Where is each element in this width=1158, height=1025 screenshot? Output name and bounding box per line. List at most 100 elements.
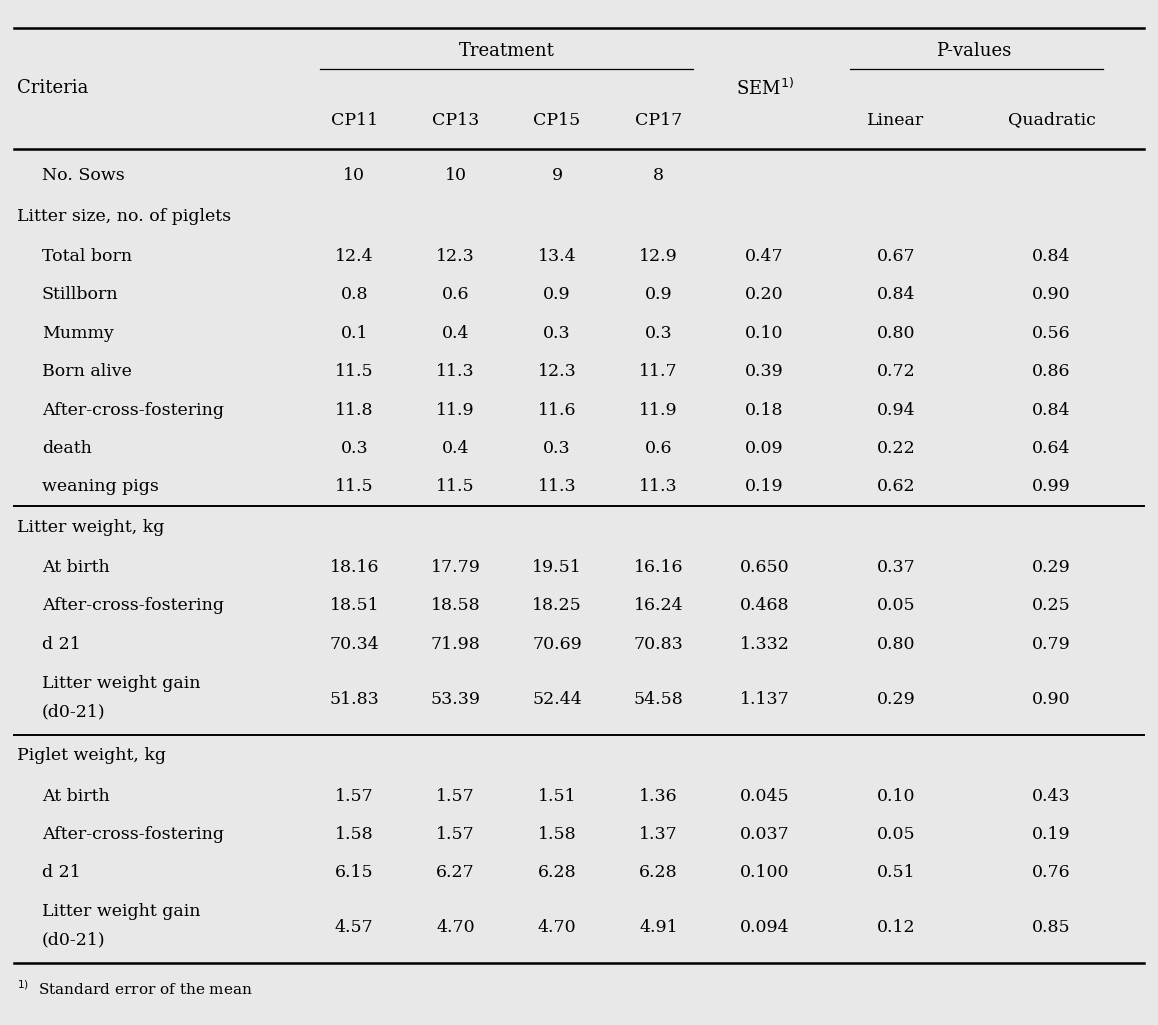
Text: 71.98: 71.98 (431, 636, 481, 653)
Text: 10: 10 (445, 167, 467, 184)
Text: 0.29: 0.29 (877, 691, 915, 707)
Text: SEM$^{1)}$: SEM$^{1)}$ (735, 78, 793, 99)
Text: 0.76: 0.76 (1032, 864, 1071, 882)
Text: 0.045: 0.045 (740, 787, 790, 805)
Text: 0.72: 0.72 (877, 363, 915, 380)
Text: Stillborn: Stillborn (42, 286, 118, 303)
Text: 18.16: 18.16 (330, 559, 379, 576)
Text: 18.25: 18.25 (533, 598, 582, 614)
Text: 0.05: 0.05 (877, 598, 915, 614)
Text: 11.6: 11.6 (537, 402, 577, 418)
Text: death: death (42, 440, 91, 457)
Text: 0.90: 0.90 (1032, 286, 1071, 303)
Text: 6.15: 6.15 (335, 864, 374, 882)
Text: 0.100: 0.100 (740, 864, 790, 882)
Text: 54.58: 54.58 (633, 691, 683, 707)
Text: 11.8: 11.8 (335, 402, 374, 418)
Text: 0.29: 0.29 (1032, 559, 1071, 576)
Text: d 21: d 21 (42, 864, 81, 882)
Text: 52.44: 52.44 (533, 691, 582, 707)
Text: 0.037: 0.037 (740, 826, 790, 843)
Text: 6.28: 6.28 (537, 864, 577, 882)
Text: 0.51: 0.51 (877, 864, 915, 882)
Text: 0.20: 0.20 (746, 286, 784, 303)
Text: 0.80: 0.80 (877, 325, 915, 342)
Text: 13.4: 13.4 (537, 248, 577, 265)
Text: 0.84: 0.84 (1032, 402, 1071, 418)
Text: 0.22: 0.22 (877, 440, 915, 457)
Text: 51.83: 51.83 (329, 691, 379, 707)
Text: Piglet weight, kg: Piglet weight, kg (16, 747, 166, 765)
Text: 0.12: 0.12 (877, 919, 915, 936)
Text: 4.70: 4.70 (437, 919, 475, 936)
Text: 0.19: 0.19 (1032, 826, 1071, 843)
Text: $^{1)}$  Standard error of the mean: $^{1)}$ Standard error of the mean (16, 979, 252, 998)
Text: 0.3: 0.3 (543, 440, 571, 457)
Text: 0.1: 0.1 (340, 325, 368, 342)
Text: 9: 9 (551, 167, 563, 184)
Text: 0.6: 0.6 (442, 286, 469, 303)
Text: 1.58: 1.58 (537, 826, 577, 843)
Text: 16.16: 16.16 (633, 559, 683, 576)
Text: 0.56: 0.56 (1032, 325, 1071, 342)
Text: 11.5: 11.5 (437, 479, 475, 495)
Text: 0.9: 0.9 (543, 286, 571, 303)
Text: 1.36: 1.36 (639, 787, 677, 805)
Text: 16.24: 16.24 (633, 598, 683, 614)
Text: 0.94: 0.94 (877, 402, 915, 418)
Text: 10: 10 (343, 167, 365, 184)
Text: 70.34: 70.34 (329, 636, 379, 653)
Text: After-cross-fostering: After-cross-fostering (42, 826, 223, 843)
Text: 11.7: 11.7 (639, 363, 677, 380)
Text: Litter weight gain: Litter weight gain (42, 675, 200, 692)
Text: 4.70: 4.70 (537, 919, 577, 936)
Text: Born alive: Born alive (42, 363, 132, 380)
Text: 0.84: 0.84 (1032, 248, 1071, 265)
Text: 0.99: 0.99 (1032, 479, 1071, 495)
Text: Litter size, no. of piglets: Litter size, no. of piglets (16, 208, 230, 224)
Text: 0.18: 0.18 (746, 402, 784, 418)
Text: 0.3: 0.3 (543, 325, 571, 342)
Text: At birth: At birth (42, 559, 110, 576)
Text: 11.3: 11.3 (639, 479, 677, 495)
Text: 11.3: 11.3 (537, 479, 577, 495)
Text: Litter weight gain: Litter weight gain (42, 903, 200, 920)
Text: Mummy: Mummy (42, 325, 113, 342)
Text: 1.57: 1.57 (437, 826, 475, 843)
Text: 8: 8 (653, 167, 664, 184)
Text: Litter weight, kg: Litter weight, kg (16, 519, 164, 536)
Text: 11.9: 11.9 (437, 402, 475, 418)
Text: At birth: At birth (42, 787, 110, 805)
Text: 0.25: 0.25 (1032, 598, 1071, 614)
Text: 0.84: 0.84 (877, 286, 915, 303)
Text: 19.51: 19.51 (533, 559, 582, 576)
Text: 6.27: 6.27 (437, 864, 475, 882)
Text: 0.09: 0.09 (746, 440, 784, 457)
Text: 53.39: 53.39 (431, 691, 481, 707)
Text: No. Sows: No. Sows (42, 167, 125, 184)
Text: Criteria: Criteria (16, 79, 88, 97)
Text: 1.137: 1.137 (740, 691, 790, 707)
Text: 0.64: 0.64 (1032, 440, 1071, 457)
Text: 0.79: 0.79 (1032, 636, 1071, 653)
Text: (d0-21): (d0-21) (42, 932, 105, 949)
Text: CP17: CP17 (635, 112, 682, 128)
Text: 0.85: 0.85 (1032, 919, 1071, 936)
Text: 1.58: 1.58 (335, 826, 374, 843)
Text: CP15: CP15 (534, 112, 580, 128)
Text: 12.4: 12.4 (335, 248, 374, 265)
Text: 6.28: 6.28 (639, 864, 677, 882)
Text: 70.83: 70.83 (633, 636, 683, 653)
Text: 0.67: 0.67 (877, 248, 915, 265)
Text: 0.8: 0.8 (340, 286, 368, 303)
Text: 1.37: 1.37 (639, 826, 677, 843)
Text: 11.3: 11.3 (437, 363, 475, 380)
Text: 0.468: 0.468 (740, 598, 790, 614)
Text: 11.5: 11.5 (335, 479, 374, 495)
Text: 17.79: 17.79 (431, 559, 481, 576)
Text: d 21: d 21 (42, 636, 81, 653)
Text: weaning pigs: weaning pigs (42, 479, 159, 495)
Text: After-cross-fostering: After-cross-fostering (42, 402, 223, 418)
Text: Quadratic: Quadratic (1007, 112, 1095, 128)
Text: 11.5: 11.5 (335, 363, 374, 380)
